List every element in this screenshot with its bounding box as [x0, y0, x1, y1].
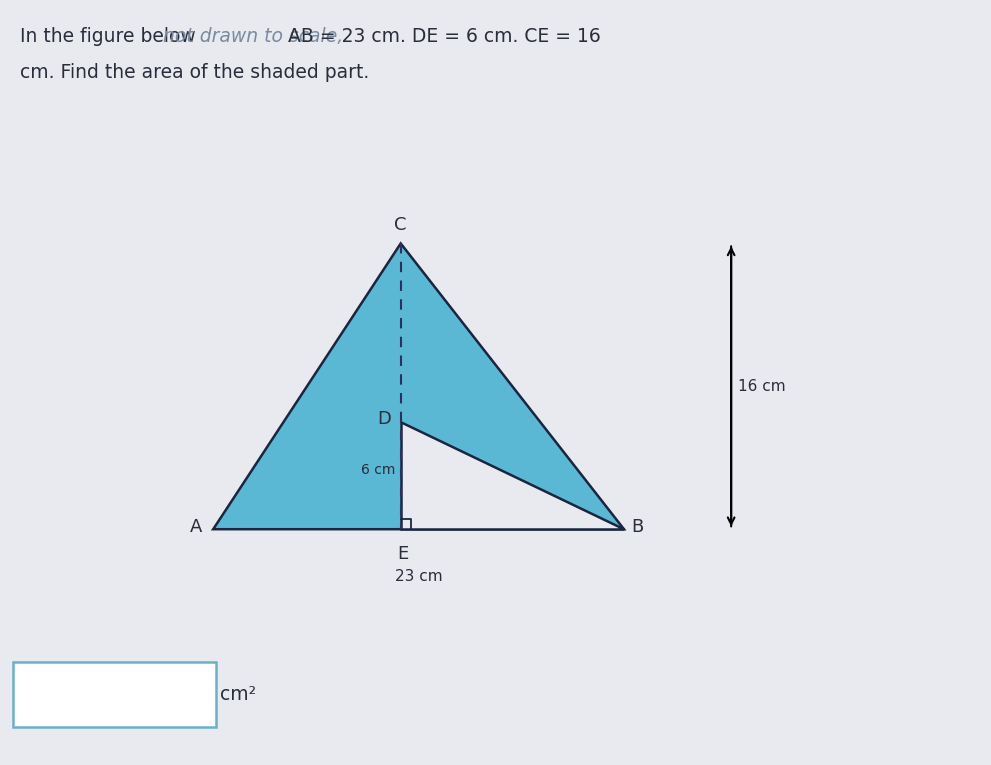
Text: E: E: [396, 545, 408, 563]
Text: D: D: [377, 410, 390, 428]
Text: A: A: [190, 519, 202, 536]
Polygon shape: [213, 243, 624, 529]
Text: not drawn to scale,: not drawn to scale,: [163, 27, 343, 46]
Text: cm²: cm²: [220, 685, 256, 704]
Text: In the figure below: In the figure below: [20, 27, 201, 46]
Text: B: B: [631, 519, 643, 536]
Text: cm. Find the area of the shaded part.: cm. Find the area of the shaded part.: [20, 63, 369, 82]
Text: ’: ’: [171, 688, 175, 701]
Text: C: C: [394, 216, 407, 233]
Text: 23 cm: 23 cm: [394, 568, 442, 584]
Text: 16 cm: 16 cm: [738, 379, 786, 394]
Text: AB = 23 cm. DE = 6 cm. CE = 16: AB = 23 cm. DE = 6 cm. CE = 16: [281, 27, 601, 46]
Polygon shape: [400, 422, 624, 529]
Text: 6 cm: 6 cm: [361, 464, 395, 477]
